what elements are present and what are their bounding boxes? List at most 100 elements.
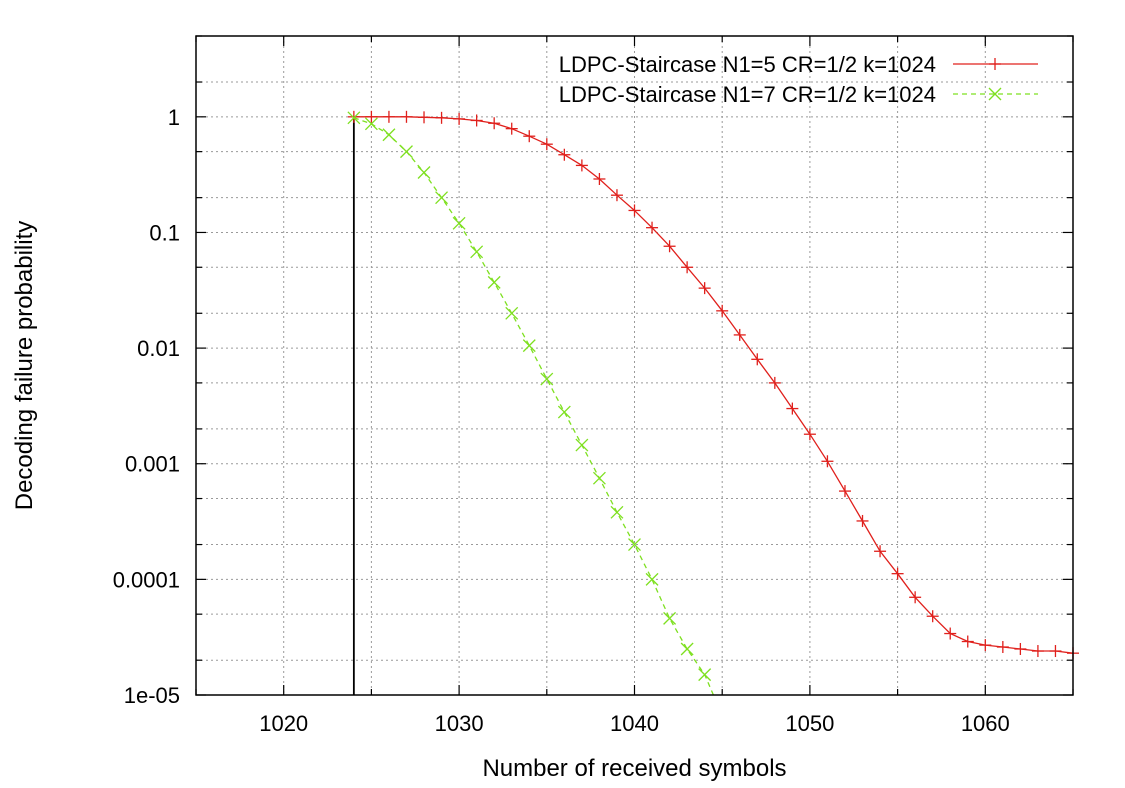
series-2-point (540, 372, 554, 386)
series-2-point (487, 275, 501, 289)
series-1-point (891, 567, 904, 580)
series-2-point (680, 642, 694, 656)
series-1-point (382, 110, 395, 123)
series-1-point (1049, 645, 1062, 658)
tick-labels: 1020 1030 1040 1050 1060 1e-05 0.0001 0.001 0.01… (113, 105, 1010, 736)
series-1-point (558, 148, 571, 161)
x-tick-label: 1020 (259, 711, 308, 736)
series-2-point (557, 405, 571, 419)
series-2-line (353, 117, 714, 696)
x-axis-title: Number of received symbols (482, 755, 786, 782)
marker-stroke (452, 216, 466, 230)
marker-stroke (364, 117, 378, 131)
marker-stroke (575, 438, 589, 452)
series-1-point (646, 221, 659, 234)
series-1-point (944, 627, 957, 640)
series-2-point (505, 306, 519, 320)
grid (195, 35, 1074, 696)
series-2-point (417, 166, 431, 179)
series-1-point (453, 112, 466, 125)
x-tick-label: 1060 (961, 711, 1010, 736)
series-1 (347, 110, 1079, 660)
series-2-point (435, 191, 449, 205)
x-tick-label: 1050 (785, 711, 834, 736)
series-1-point (926, 610, 939, 623)
y-tick-label: 0.1 (149, 220, 180, 245)
series-2-point (663, 611, 677, 625)
marker-stroke (645, 572, 659, 586)
series-1-point (856, 514, 869, 527)
series-1-point (768, 376, 781, 389)
y-tick-label: 0.001 (125, 452, 180, 477)
series-1-point (540, 138, 553, 151)
legend-marker-2 (988, 87, 1002, 101)
series-1-point (681, 261, 694, 274)
series-2-point (522, 339, 536, 353)
series-1-point (470, 114, 483, 127)
marker-stroke (557, 405, 571, 419)
x-tick-label: 1040 (610, 711, 659, 736)
marker-stroke (347, 111, 361, 125)
series-2-point (382, 128, 396, 142)
series-1-point (874, 545, 887, 558)
marker-stroke (680, 642, 694, 656)
marker-stroke (435, 191, 449, 205)
series-1-point (610, 189, 623, 202)
marker-stroke (698, 668, 712, 682)
series-1-point (716, 304, 729, 317)
series-2-point (400, 145, 413, 159)
ticks (195, 35, 1074, 696)
y-tick-label: 1 (168, 105, 180, 130)
legend-label-2: LDPC-Staircase N1=7 CR=1/2 k=1024 (559, 82, 936, 107)
marker-stroke (487, 275, 501, 289)
series-2-point (628, 538, 641, 552)
series-1-point (347, 110, 360, 123)
marker-stroke (470, 245, 484, 259)
series-layer (347, 110, 1079, 696)
x-tick-label: 1030 (435, 711, 484, 736)
series-2-point (610, 505, 624, 519)
series-1-point (663, 240, 676, 253)
series-1-point (698, 282, 711, 295)
series-2-point (645, 572, 659, 586)
legend: LDPC-Staircase N1=5 CR=1/2 k=1024 LDPC-St… (559, 52, 1038, 107)
series-1-point (365, 110, 378, 123)
marker-stroke (382, 128, 396, 142)
series-1-point (803, 428, 816, 441)
series-1-point (575, 159, 588, 172)
series-2-point (452, 216, 466, 230)
series-2-point (698, 668, 712, 682)
series-1-point (786, 402, 799, 415)
series-2 (347, 111, 714, 696)
y-tick-label: 0.0001 (113, 567, 180, 592)
series-2-point (470, 245, 484, 259)
legend-label-1: LDPC-Staircase N1=5 CR=1/2 k=1024 (559, 52, 936, 77)
series-1-point (996, 641, 1009, 654)
marker-stroke (628, 538, 641, 552)
series-1-point (1014, 642, 1027, 655)
series-2-point (592, 471, 606, 485)
marker-stroke (540, 372, 554, 386)
marker-stroke (417, 166, 431, 179)
marker-stroke (522, 339, 536, 353)
series-1-point (733, 328, 746, 341)
series-1-point (418, 111, 431, 124)
series-1-point (435, 111, 448, 124)
legend-marker-1 (989, 58, 1001, 70)
series-1-point (628, 204, 641, 217)
marker-stroke (988, 87, 1002, 101)
series-1-point (593, 172, 606, 185)
y-tick-label: 1e-05 (124, 683, 180, 708)
series-1-point (961, 635, 974, 648)
marker-stroke (505, 306, 519, 320)
series-2-point (575, 438, 589, 452)
series-1-point (909, 591, 922, 604)
series-1-point (488, 117, 501, 130)
series-1-point (400, 110, 413, 123)
series-1-point (1031, 645, 1044, 658)
series-2-point (364, 117, 378, 131)
marker-stroke (400, 145, 413, 159)
marker-stroke (610, 505, 624, 519)
